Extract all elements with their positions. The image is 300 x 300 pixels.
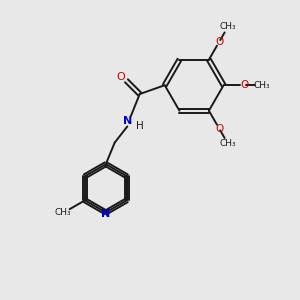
Text: O: O (240, 80, 248, 90)
Text: O: O (215, 124, 223, 134)
Text: CH₃: CH₃ (55, 208, 72, 217)
Text: CH₃: CH₃ (253, 81, 270, 90)
Text: O: O (117, 72, 125, 82)
Text: O: O (215, 37, 223, 47)
Text: N: N (101, 209, 110, 219)
Text: H: H (136, 121, 144, 130)
Text: N: N (123, 116, 132, 126)
Text: CH₃: CH₃ (220, 22, 236, 31)
Text: CH₃: CH₃ (220, 139, 236, 148)
